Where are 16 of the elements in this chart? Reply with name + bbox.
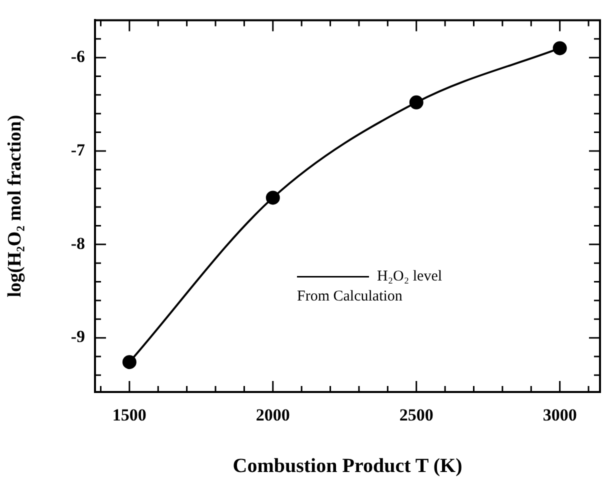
x-axis-title: Combustion Product T (K) [232, 455, 462, 478]
annotation: From Calculation [297, 288, 403, 305]
y-tick-label: -7 [70, 140, 86, 160]
x-tick-label: 2500 [399, 406, 434, 425]
point [552, 41, 567, 56]
point [122, 355, 136, 370]
y-axis-title: log(H₂O₂ mol fraction) [4, 114, 26, 298]
x-tick-label: 3000 [542, 406, 577, 425]
y-tick-label: -8 [70, 234, 85, 253]
x-tick-label: 1500 [112, 406, 146, 425]
legend-label: H₂O₂ level [377, 268, 442, 285]
point [409, 95, 424, 110]
point [266, 190, 280, 205]
y-tick-label: -6 [70, 46, 85, 66]
x-tick-label: 2000 [256, 406, 290, 425]
y-tick-label: -9 [70, 327, 85, 346]
